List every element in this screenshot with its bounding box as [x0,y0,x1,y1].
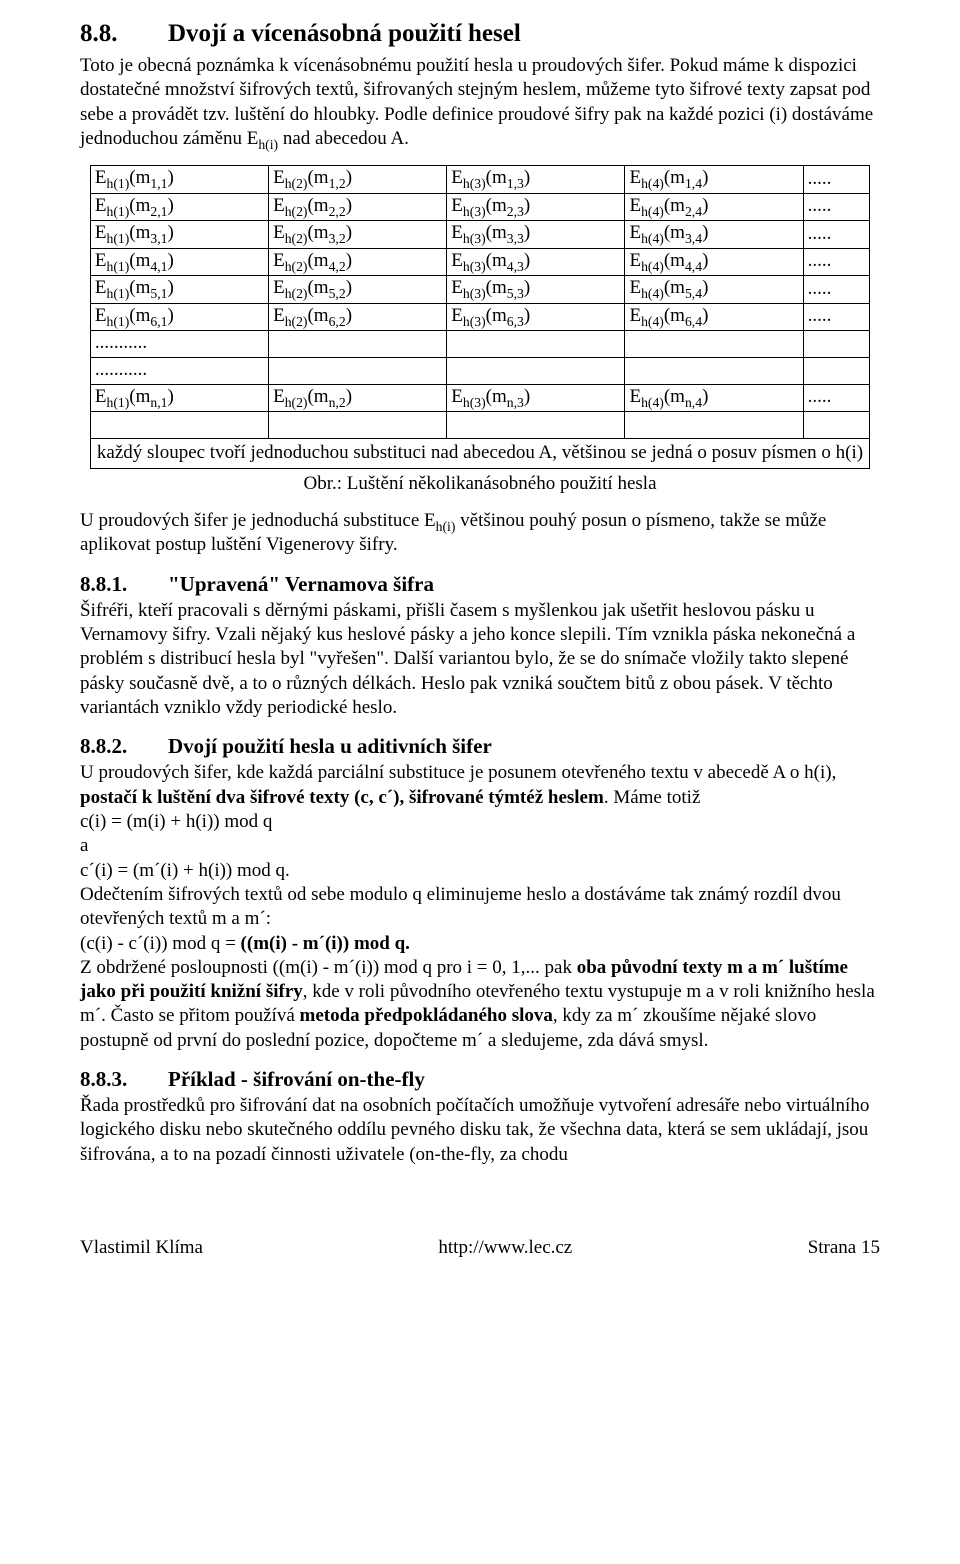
after-table-para: U proudových šifer je jednoduchá substit… [80,509,880,558]
subsection-number: 8.8.2. [80,734,168,759]
section-heading: 8.8.Dvojí a vícenásobná použití hesel [80,20,880,48]
footer-page: Strana 15 [808,1237,880,1259]
table-row-n: Eh(1)(mn,1)Eh(2)(mn,2)Eh(3)(mn,3)Eh(4)(m… [90,384,869,411]
subsection-title: Dvojí použití hesla u aditivních šifer [168,734,492,758]
table-row: Eh(1)(m5,1)Eh(2)(m5,2)Eh(3)(m5,3)Eh(4)(m… [90,276,869,303]
section-title: Dvojí a vícenásobná použití hesel [168,20,521,47]
subsection-para: Šifréři, kteří pracovali s děrnými páska… [80,599,880,721]
section-intro: Toto je obecná poznámka k vícenásobnému … [80,54,880,151]
table-row-dots: ........... [90,331,869,358]
subsection-heading: 8.8.2.Dvojí použití hesla u aditivních š… [80,734,880,759]
table-row: Eh(1)(m3,1)Eh(2)(m3,2)Eh(3)(m3,3)Eh(4)(m… [90,221,869,248]
subsection-para: Řada prostředků pro šifrování dat na oso… [80,1094,880,1167]
page-footer: Vlastimil Klíma http://www.lec.cz Strana… [0,1237,960,1271]
subsection-title: "Upravená" Vernamova šifra [168,572,434,596]
substitution-table: Eh(1)(m1,1)Eh(2)(m1,2)Eh(3)(m1,3)Eh(4)(m… [90,165,870,469]
table-row: Eh(1)(m4,1)Eh(2)(m4,2)Eh(3)(m4,3)Eh(4)(m… [90,248,869,275]
table-caption: Obr.: Luštění několikanásobného použití … [80,473,880,495]
subsection-number: 8.8.3. [80,1067,168,1092]
table-row: Eh(1)(m2,1)Eh(2)(m2,2)Eh(3)(m2,3)Eh(4)(m… [90,193,869,220]
subsection-heading: 8.8.3.Příklad - šifrování on-the-fly [80,1067,880,1092]
table-row: Eh(1)(m1,1)Eh(2)(m1,2)Eh(3)(m1,3)Eh(4)(m… [90,166,869,193]
subsection-para: U proudových šifer, kde každá parciální … [80,761,880,1053]
section-number: 8.8. [80,20,168,48]
table-row-dots: ........... [90,358,869,385]
subsection-title: Příklad - šifrování on-the-fly [168,1067,425,1091]
footer-author: Vlastimil Klíma [80,1237,203,1259]
table-row: Eh(1)(m6,1)Eh(2)(m6,2)Eh(3)(m6,3)Eh(4)(m… [90,303,869,330]
subsection-number: 8.8.1. [80,572,168,597]
footer-url: http://www.lec.cz [438,1237,572,1259]
table-footer-row: každý sloupec tvoří jednoduchou substitu… [90,439,869,469]
table-row-empty [90,412,869,439]
subsection-heading: 8.8.1."Upravená" Vernamova šifra [80,572,880,597]
